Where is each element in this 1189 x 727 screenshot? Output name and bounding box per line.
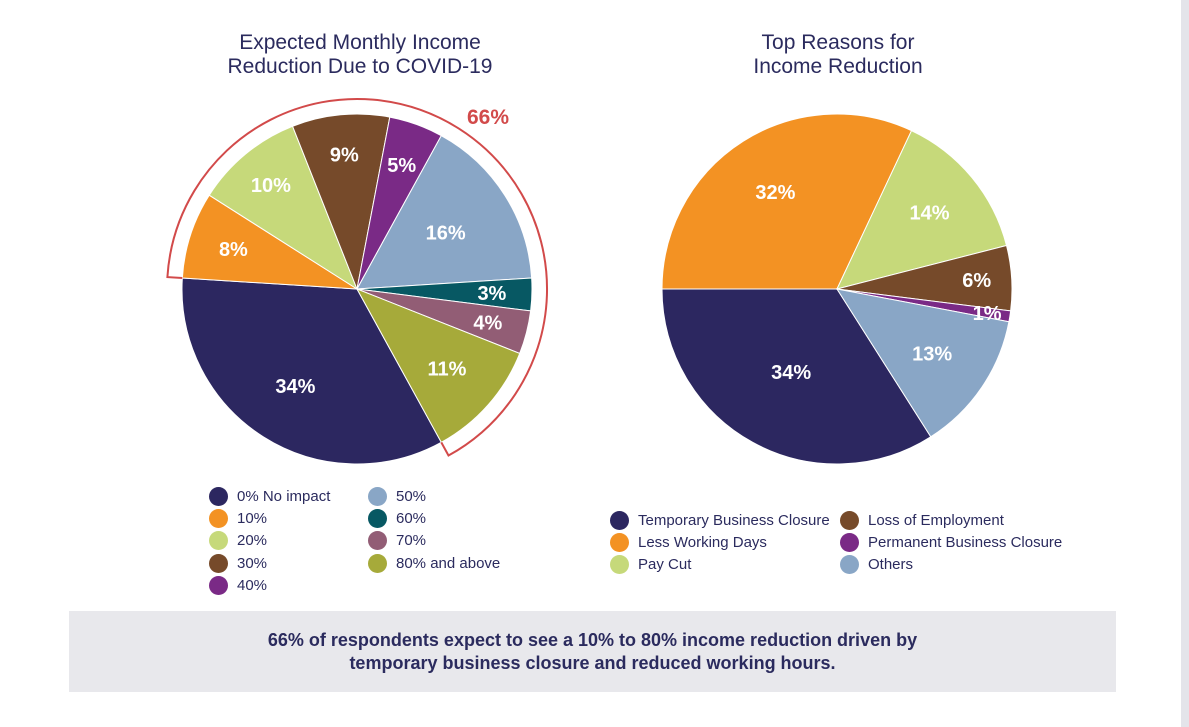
legend-swatch xyxy=(840,510,859,530)
income-pie-label-60pct: 3% xyxy=(477,283,506,305)
legend-swatch xyxy=(610,532,629,552)
income-legend-item-40pct: 40% xyxy=(209,574,267,596)
chart-title-top-reasons: Top Reasons for Income Reduction xyxy=(638,31,1038,79)
reasons-pie-label-others: 13% xyxy=(912,344,952,366)
income-legend-item-70pct: 70% xyxy=(368,529,426,551)
legend-label: Loss of Employment xyxy=(868,511,1004,529)
reasons-legend-item-temporary-business-closure: Temporary Business Closure xyxy=(610,509,830,531)
title-line: Expected Monthly Income xyxy=(239,31,481,54)
reasons-pie-label-pay-cut: 14% xyxy=(909,203,949,225)
reasons-pie-label-less-working-days: 32% xyxy=(755,182,795,204)
income-pie-slice-50pct xyxy=(356,134,533,290)
income-pie-label-0pct-no-impact: 34% xyxy=(275,376,315,398)
legend-label: 70% xyxy=(396,531,427,549)
title-line: Reduction Due to COVID-19 xyxy=(227,55,493,78)
legend-swatch xyxy=(209,486,228,506)
legend-swatch xyxy=(840,554,859,574)
legend-swatch xyxy=(368,508,387,528)
reasons-pie-slice-pay-cut xyxy=(836,129,1008,290)
income-pie-slice-30pct xyxy=(291,113,391,291)
reasons-pie-slice-temporary-business-closure xyxy=(661,288,932,465)
legend-swatch xyxy=(368,530,387,550)
income-pie-slice-80pct-and-above xyxy=(355,288,521,444)
summary-callout: 66% of respondents expect to see a 10% t… xyxy=(69,611,1116,692)
legend-label: Pay Cut xyxy=(638,555,692,573)
title-line: Income Reduction xyxy=(753,55,923,78)
legend-swatch xyxy=(840,532,859,552)
callout-line: temporary business closure and reduced w… xyxy=(349,652,836,673)
legend-swatch xyxy=(209,553,228,573)
income-pie-label-30pct: 9% xyxy=(330,145,359,167)
legend-label: 0% No impact xyxy=(237,487,331,505)
legend-label: 40% xyxy=(237,576,268,594)
income-pie-label-10pct: 8% xyxy=(219,239,248,261)
income-pie-label-40pct: 5% xyxy=(387,155,416,177)
reasons-pie-slice-others xyxy=(835,288,1010,438)
legend-label: 60% xyxy=(396,509,427,527)
reasons-legend-item-pay-cut: Pay Cut xyxy=(610,553,691,575)
legend-swatch xyxy=(209,575,228,595)
legend-label: Others xyxy=(868,555,914,573)
title-line: Top Reasons for xyxy=(761,31,915,54)
chart-title-income-reduction: Expected Monthly Income Reduction Due to… xyxy=(160,31,560,79)
income-legend-item-50pct: 50% xyxy=(368,485,426,507)
income-pie-bracket-label: 66% xyxy=(467,106,509,129)
legend-label: 50% xyxy=(396,487,427,505)
reasons-pie-label-temporary-business-closure: 34% xyxy=(771,362,811,384)
income-legend-item-10pct: 10% xyxy=(209,507,267,529)
income-pie-label-20pct: 10% xyxy=(251,175,291,197)
reasons-legend-item-permanent-business-closure: Permanent Business Closure xyxy=(840,531,1062,553)
legend-label: Permanent Business Closure xyxy=(868,533,1063,551)
reasons-legend-item-others: Others xyxy=(840,553,913,575)
legend-swatch xyxy=(610,510,629,530)
legend-swatch xyxy=(368,486,387,506)
legend-label: 30% xyxy=(237,554,268,572)
income-pie-slice-20pct xyxy=(208,125,359,291)
legend-swatch xyxy=(368,553,387,573)
reasons-legend-item-less-working-days: Less Working Days xyxy=(610,531,767,553)
reasons-legend-item-loss-of-employment: Loss of Employment xyxy=(840,509,1004,531)
legend-label: 80% and above xyxy=(396,554,501,572)
income-legend-item-20pct: 20% xyxy=(209,529,267,551)
callout-line: 66% of respondents expect to see a 10% t… xyxy=(267,629,918,650)
legend-label: Temporary Business Closure xyxy=(638,511,830,529)
legend-swatch xyxy=(209,530,228,550)
income-legend-item-60pct: 60% xyxy=(368,507,426,529)
legend-swatch xyxy=(209,508,228,528)
income-pie-bracket xyxy=(166,97,549,457)
reasons-pie-label-permanent-business-closure: 1% xyxy=(973,303,1002,325)
page-edge xyxy=(1181,0,1189,727)
legend-label: 20% xyxy=(237,531,268,549)
reasons-pie-slice-less-working-days xyxy=(661,113,913,290)
income-pie-label-80pct-and-above: 11% xyxy=(428,358,467,380)
legend-swatch xyxy=(610,554,629,574)
income-pie-label-50pct: 16% xyxy=(426,223,466,245)
income-legend-item-80pct-and-above: 80% and above xyxy=(368,552,500,574)
income-pie-label-70pct: 4% xyxy=(473,313,502,335)
legend-label: 10% xyxy=(237,509,268,527)
legend-label: Less Working Days xyxy=(638,533,767,551)
income-legend-item-30pct: 30% xyxy=(209,552,267,574)
income-legend-item-0pct-no-impact: 0% No impact xyxy=(209,485,330,507)
reasons-pie-label-loss-of-employment: 6% xyxy=(962,270,991,292)
